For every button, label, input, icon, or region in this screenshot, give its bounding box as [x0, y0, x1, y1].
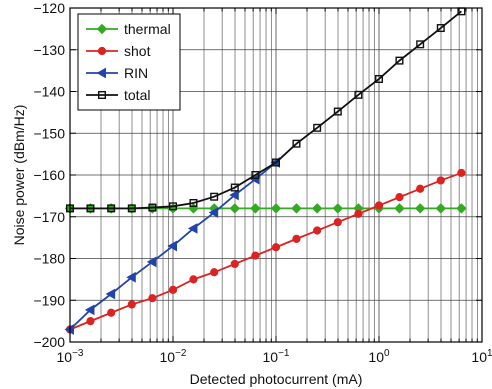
data-point-thermal	[270, 203, 282, 214]
data-point-rin	[187, 223, 198, 234]
y-tick-labels: −200 −190 −180 −170 −160 −150 −140 −130 −120	[33, 0, 65, 350]
data-point-thermal	[291, 203, 302, 214]
axis-ticks	[69, 7, 482, 343]
data-point-total	[416, 40, 425, 49]
legend-item-thermal: thermal	[86, 21, 171, 37]
data-point-shot	[354, 209, 363, 218]
data-point-shot	[86, 317, 95, 326]
data-point-rin	[208, 207, 219, 218]
legend-marker	[96, 23, 108, 35]
data-point-total	[313, 123, 322, 132]
data-point-shot	[333, 218, 342, 227]
legend-item-rin: RIN	[86, 65, 148, 81]
y-tick-label: −190	[33, 292, 65, 308]
legend-label: shot	[124, 43, 151, 59]
x-tick-label: 10−3	[57, 348, 84, 365]
legend-box	[77, 13, 181, 111]
data-point-shot	[313, 226, 322, 235]
data-point-total	[375, 74, 384, 83]
data-point-total	[395, 56, 404, 65]
data-point-shot	[457, 168, 466, 178]
legend-marker	[96, 67, 106, 79]
legend-label: RIN	[124, 65, 148, 81]
y-tick-label: −180	[33, 251, 65, 267]
data-point-thermal	[311, 203, 323, 214]
series-shot	[65, 168, 466, 334]
y-tick-label: −200	[33, 334, 65, 350]
data-point-shot	[271, 243, 281, 252]
data-point-shot	[292, 234, 301, 243]
data-point-rin	[146, 256, 157, 268]
data-point-shot	[230, 259, 239, 269]
data-point-total	[292, 139, 301, 148]
legend-item-total: total	[86, 87, 150, 103]
data-point-rin	[105, 288, 116, 300]
data-point-shot	[148, 294, 157, 303]
x-tick-label: 10−1	[263, 348, 290, 365]
data-point-total	[148, 203, 157, 212]
y-tick-label: −120	[33, 0, 65, 16]
y-axis-label: Noise power (dBm/Hz)	[11, 105, 27, 246]
data-point-rin	[167, 240, 177, 252]
data-point-shot	[189, 275, 198, 284]
data-point-rin	[84, 304, 95, 316]
data-point-thermal	[394, 203, 405, 214]
data-point-rin	[249, 173, 260, 185]
data-point-total	[354, 90, 363, 99]
data-point-shot	[395, 193, 404, 202]
data-point-shot	[251, 251, 260, 260]
data-point-shot	[416, 184, 425, 193]
data-point-total	[436, 24, 445, 33]
data-point-rin	[126, 271, 136, 283]
legend-label: total	[124, 87, 150, 103]
data-point-shot	[436, 176, 445, 185]
data-point-total	[107, 204, 116, 213]
data-point-shot	[374, 201, 384, 210]
data-point-total	[86, 204, 95, 213]
data-point-thermal	[250, 203, 261, 214]
y-tick-label: −150	[33, 125, 65, 141]
legend-item-shot: shot	[86, 43, 151, 59]
data-point-thermal	[332, 203, 343, 214]
data-point-total	[230, 183, 239, 192]
x-tick-label: 101	[471, 348, 492, 365]
data-point-total	[333, 107, 342, 116]
y-tick-label: −140	[33, 84, 65, 100]
legend: thermal shot RIN total	[77, 13, 181, 111]
x-tick-labels: 10−3 10−2 10−1 100 101	[57, 348, 492, 365]
data-point-total	[168, 202, 177, 211]
x-tick-label: 10−2	[160, 348, 187, 365]
data-point-thermal	[456, 203, 467, 214]
data-point-shot	[210, 268, 219, 277]
data-point-total	[189, 198, 198, 207]
data-point-total	[127, 204, 136, 213]
y-tick-label: −130	[33, 42, 65, 58]
data-point-thermal	[229, 203, 240, 214]
series-layer	[64, 7, 467, 335]
y-tick-label: −160	[33, 167, 65, 183]
data-point-thermal	[414, 203, 426, 214]
legend-marker	[97, 46, 107, 56]
data-point-thermal	[435, 203, 446, 214]
data-point-rin	[229, 189, 239, 201]
data-point-total	[251, 170, 260, 179]
y-tick-label: −170	[33, 209, 65, 225]
legend-label: thermal	[124, 21, 171, 37]
x-axis-label: Detected photocurrent (mA)	[190, 371, 363, 387]
legend-marker	[97, 90, 106, 99]
data-point-shot	[168, 285, 178, 294]
data-point-total	[272, 158, 281, 167]
data-point-shot	[127, 300, 136, 309]
data-point-shot	[107, 308, 116, 317]
x-tick-label: 100	[368, 348, 390, 365]
data-point-total	[210, 192, 219, 201]
